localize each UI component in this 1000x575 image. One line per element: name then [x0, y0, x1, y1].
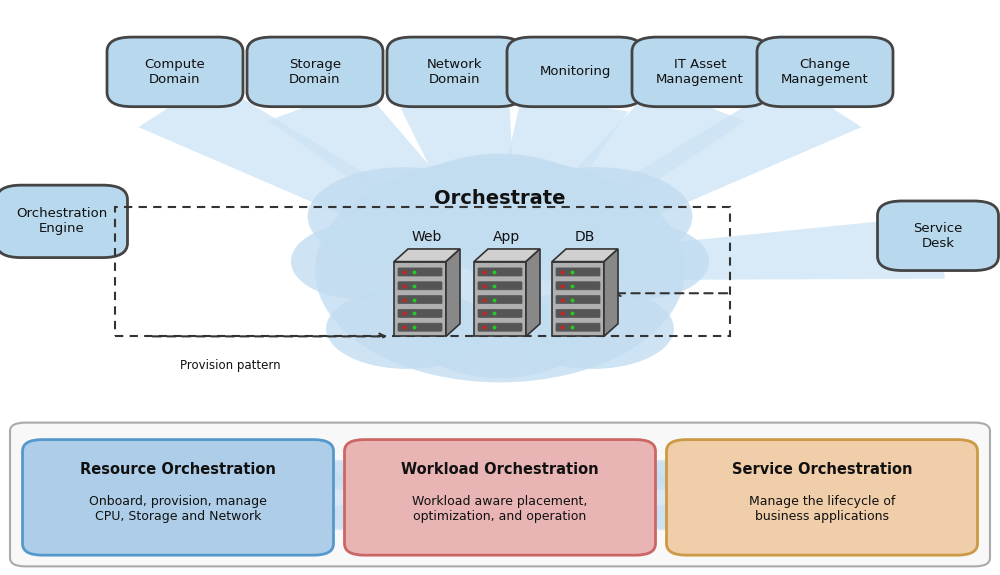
- Text: Orchestration
Engine: Orchestration Engine: [16, 208, 108, 235]
- Ellipse shape: [419, 302, 581, 378]
- Ellipse shape: [315, 158, 685, 382]
- FancyBboxPatch shape: [666, 439, 978, 555]
- Polygon shape: [552, 262, 604, 336]
- Ellipse shape: [608, 481, 644, 505]
- Text: Manage the lifecycle of
business applications: Manage the lifecycle of business applica…: [749, 495, 895, 523]
- Ellipse shape: [292, 461, 388, 530]
- FancyBboxPatch shape: [10, 423, 990, 566]
- Polygon shape: [552, 249, 618, 262]
- Polygon shape: [138, 80, 512, 278]
- Polygon shape: [401, 99, 518, 272]
- FancyBboxPatch shape: [344, 439, 656, 555]
- Ellipse shape: [614, 461, 710, 530]
- FancyBboxPatch shape: [0, 185, 128, 258]
- Ellipse shape: [291, 223, 432, 300]
- FancyBboxPatch shape: [878, 201, 998, 271]
- Ellipse shape: [286, 481, 322, 505]
- FancyBboxPatch shape: [398, 282, 442, 290]
- Text: Onboard, provision, manage
CPU, Storage and Network: Onboard, provision, manage CPU, Storage …: [89, 495, 267, 523]
- FancyBboxPatch shape: [478, 323, 522, 331]
- Ellipse shape: [290, 464, 340, 494]
- FancyBboxPatch shape: [478, 309, 522, 317]
- Ellipse shape: [319, 505, 361, 529]
- Ellipse shape: [308, 167, 500, 266]
- Ellipse shape: [680, 481, 716, 505]
- Ellipse shape: [343, 501, 385, 526]
- Ellipse shape: [568, 223, 709, 300]
- FancyBboxPatch shape: [478, 296, 522, 304]
- Text: Service Orchestration: Service Orchestration: [732, 462, 912, 477]
- Ellipse shape: [315, 460, 365, 490]
- Ellipse shape: [295, 501, 337, 526]
- Ellipse shape: [641, 505, 683, 529]
- Ellipse shape: [617, 501, 659, 526]
- FancyBboxPatch shape: [398, 309, 442, 317]
- Polygon shape: [488, 80, 862, 278]
- Bar: [115, 207, 730, 336]
- Text: Network
Domain: Network Domain: [427, 58, 483, 86]
- Text: Provision pattern: Provision pattern: [180, 359, 280, 373]
- Polygon shape: [526, 249, 540, 336]
- Ellipse shape: [404, 154, 596, 252]
- Polygon shape: [394, 249, 460, 262]
- Polygon shape: [474, 262, 526, 336]
- FancyBboxPatch shape: [107, 37, 243, 107]
- FancyBboxPatch shape: [398, 268, 442, 276]
- FancyBboxPatch shape: [556, 268, 600, 276]
- FancyBboxPatch shape: [556, 296, 600, 304]
- FancyBboxPatch shape: [247, 37, 383, 107]
- FancyBboxPatch shape: [556, 323, 600, 331]
- Ellipse shape: [340, 464, 390, 494]
- Text: Compute
Domain: Compute Domain: [145, 58, 205, 86]
- Text: Monitoring: Monitoring: [539, 66, 611, 78]
- Ellipse shape: [637, 460, 687, 490]
- Polygon shape: [498, 216, 945, 281]
- Text: Workload Orchestration: Workload Orchestration: [401, 462, 599, 477]
- Text: Service
Desk: Service Desk: [913, 222, 963, 250]
- Text: Web: Web: [412, 231, 442, 244]
- Ellipse shape: [665, 501, 707, 526]
- FancyBboxPatch shape: [478, 268, 522, 276]
- Text: Orchestrate: Orchestrate: [434, 189, 566, 208]
- FancyBboxPatch shape: [22, 439, 334, 555]
- FancyBboxPatch shape: [556, 309, 600, 317]
- Ellipse shape: [326, 288, 489, 369]
- Text: Resource Orchestration: Resource Orchestration: [80, 462, 276, 477]
- FancyBboxPatch shape: [507, 37, 643, 107]
- Text: IT Asset
Management: IT Asset Management: [656, 58, 744, 86]
- Ellipse shape: [612, 464, 662, 494]
- Polygon shape: [446, 249, 460, 336]
- Text: Workload aware placement,
optimization, and operation: Workload aware placement, optimization, …: [412, 495, 588, 523]
- Text: DB: DB: [575, 231, 595, 244]
- Ellipse shape: [500, 167, 692, 266]
- Ellipse shape: [511, 288, 674, 369]
- Polygon shape: [485, 86, 745, 276]
- FancyBboxPatch shape: [632, 37, 768, 107]
- FancyBboxPatch shape: [398, 323, 442, 331]
- Polygon shape: [269, 86, 515, 276]
- FancyBboxPatch shape: [478, 282, 522, 290]
- Polygon shape: [483, 95, 628, 273]
- Polygon shape: [604, 249, 618, 336]
- Text: Storage
Domain: Storage Domain: [289, 58, 341, 86]
- FancyBboxPatch shape: [757, 37, 893, 107]
- Text: Change
Management: Change Management: [781, 58, 869, 86]
- Polygon shape: [394, 262, 446, 336]
- Polygon shape: [474, 249, 540, 262]
- FancyBboxPatch shape: [556, 282, 600, 290]
- FancyBboxPatch shape: [398, 296, 442, 304]
- Ellipse shape: [358, 481, 394, 505]
- FancyBboxPatch shape: [387, 37, 523, 107]
- Ellipse shape: [662, 464, 712, 494]
- Text: App: App: [493, 231, 521, 244]
